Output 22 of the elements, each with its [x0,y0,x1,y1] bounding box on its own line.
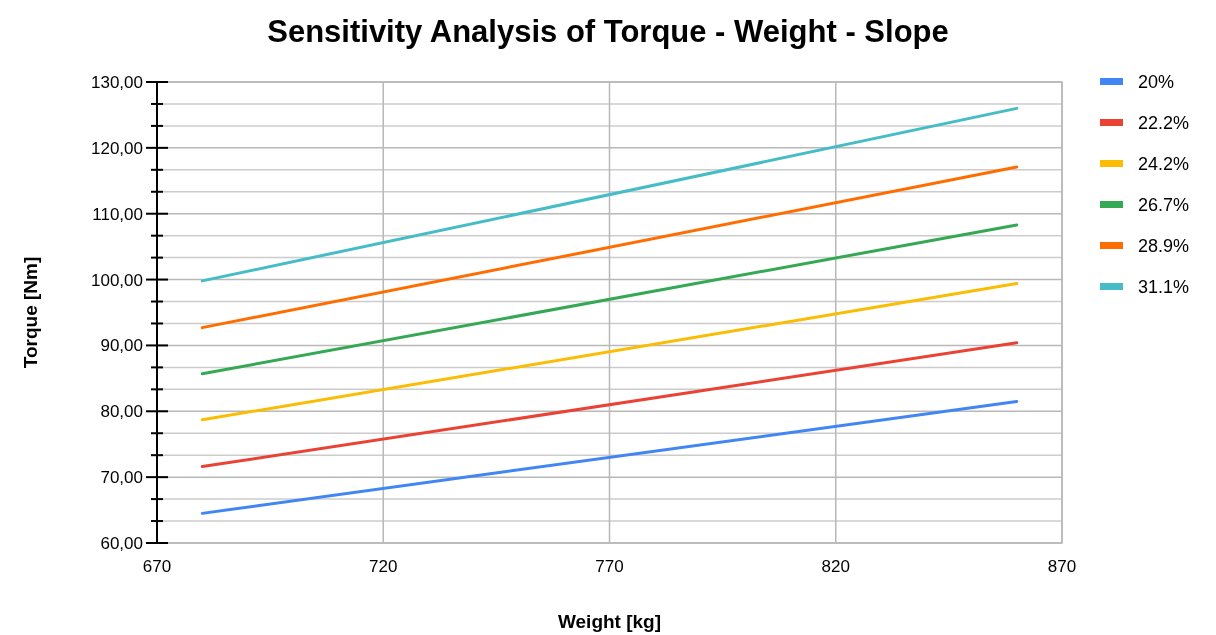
y-tick-label: 110,00 [92,204,143,224]
x-tick-label: 870 [1047,557,1077,576]
x-axis-title: Weight [kg] [557,611,662,632]
x-tick-label: 670 [142,557,172,576]
y-tick-label: 80,00 [100,402,143,422]
y-tick-label: 60,00 [100,534,143,553]
chart-title: Sensitivity Analysis of Torque - Weight - Slope [267,14,949,49]
y-tick-label: 120,00 [91,138,143,158]
legend-label: 22.2% [1138,113,1190,133]
legend-label: 28.9% [1138,236,1190,256]
y-tick-label: 90,00 [100,336,143,356]
legend-label: 24.2% [1138,154,1190,174]
y-tick-label: 70,00 [100,468,143,488]
x-tick-label: 770 [595,557,624,576]
y-tick-label: 100,00 [91,270,143,290]
x-tick-label: 720 [369,557,398,576]
legend-label: 31.1% [1138,277,1190,297]
y-axis-title: Torque [Nm] [20,256,41,369]
x-tick-label: 820 [821,557,850,576]
legend-label: 20% [1138,72,1175,92]
y-tick-label: 130,00 [91,73,143,92]
legend-label: 26.7% [1138,195,1190,215]
